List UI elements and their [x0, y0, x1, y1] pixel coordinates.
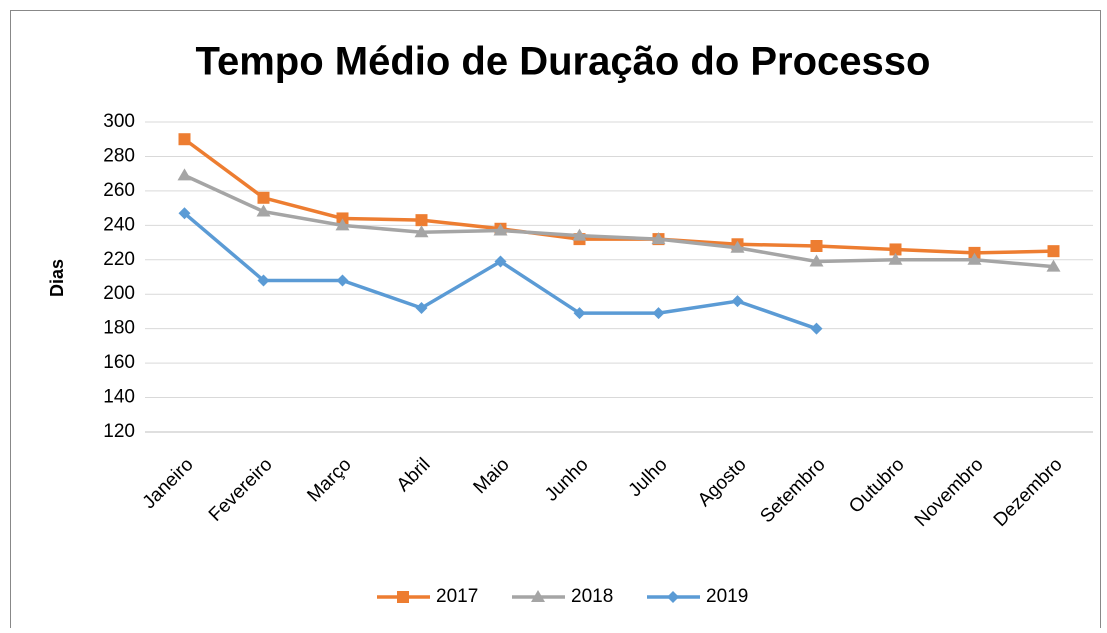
legend-marker [531, 590, 545, 602]
marker [335, 218, 350, 231]
chart-title: Tempo Médio de Duração do Processo [196, 40, 931, 84]
legend-marker [397, 591, 409, 603]
marker [493, 223, 508, 236]
marker [731, 295, 744, 308]
legend-label: 2018 [571, 586, 613, 607]
y-tick-label: 180 [103, 318, 135, 339]
y-tick-label: 120 [103, 421, 135, 442]
y-axis-label: Dias [47, 259, 67, 297]
legend-label: 2019 [706, 586, 748, 607]
marker [414, 225, 429, 238]
marker [178, 207, 191, 220]
marker [810, 322, 823, 335]
y-tick-label: 300 [103, 111, 135, 132]
marker [257, 191, 270, 204]
marker [1047, 245, 1060, 258]
marker [177, 168, 192, 181]
marker [652, 307, 665, 320]
marker [257, 274, 270, 287]
marker [810, 240, 823, 252]
marker [889, 243, 902, 256]
legend-marker [667, 591, 679, 603]
marker [572, 228, 587, 241]
marker [730, 240, 745, 253]
marker [888, 252, 903, 265]
marker [415, 302, 428, 314]
marker [651, 232, 666, 245]
y-tick-label: 200 [103, 283, 135, 304]
marker [809, 254, 824, 267]
marker [415, 214, 428, 227]
y-tick-label: 160 [103, 352, 135, 373]
y-tick-label: 280 [103, 145, 135, 166]
marker [1046, 259, 1061, 272]
marker [967, 252, 982, 265]
legend-label: 2017 [436, 586, 478, 607]
series-line [183, 173, 1054, 269]
y-tick-label: 240 [103, 214, 135, 235]
marker [336, 274, 349, 287]
y-tick-label: 140 [103, 387, 135, 408]
marker [178, 133, 191, 146]
marker [494, 255, 507, 268]
chart-frame [10, 10, 1101, 633]
y-tick-label: 220 [103, 249, 135, 270]
y-tick-label: 260 [103, 180, 135, 201]
marker [573, 307, 586, 320]
marker [256, 204, 271, 217]
